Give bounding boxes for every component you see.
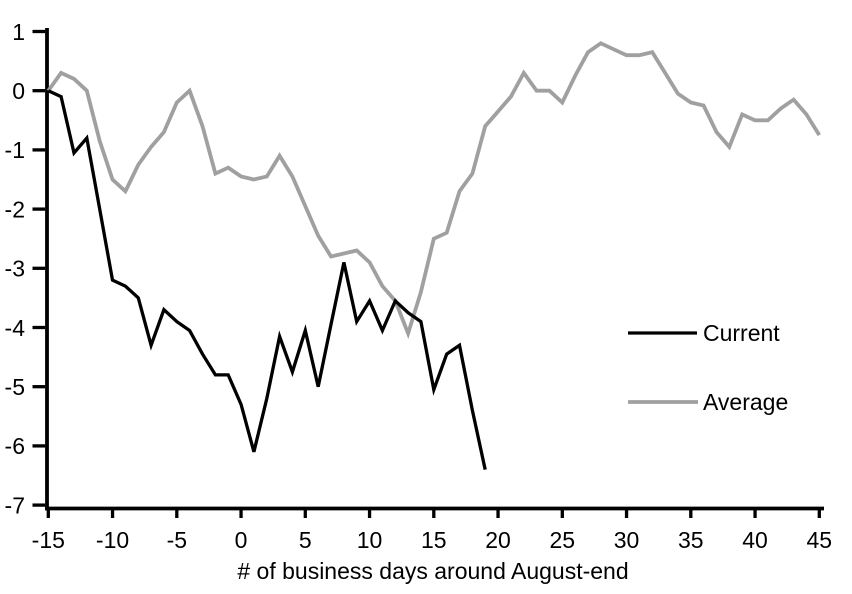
- current-line: [47, 89, 487, 470]
- y-tick-label: -4: [5, 315, 26, 341]
- x-tick-label: 5: [299, 527, 312, 553]
- y-tick-label: -7: [5, 492, 25, 518]
- legend: Current Average: [628, 320, 788, 415]
- x-tick-label: 20: [485, 527, 511, 553]
- x-axis-title: # of business days around August-end: [237, 558, 628, 584]
- y-tick-label: -1: [5, 137, 25, 163]
- x-tick-label: 45: [807, 527, 833, 553]
- series-lines: [46, 41, 821, 470]
- legend-label-current: Current: [703, 320, 780, 346]
- x-tick-label: 30: [614, 527, 640, 553]
- x-tick-label: -10: [96, 527, 129, 553]
- x-tick-label: -5: [167, 527, 187, 553]
- x-tick-label: -15: [32, 527, 65, 553]
- x-tick-label: 0: [235, 527, 248, 553]
- x-tick-label: 35: [678, 527, 704, 553]
- y-tick-label: 0: [12, 78, 25, 104]
- y-tick-label: -5: [5, 374, 25, 400]
- legend-label-average: Average: [703, 389, 788, 415]
- x-tick-label: 40: [742, 527, 768, 553]
- y-tick-label: -6: [5, 433, 25, 459]
- x-tick-label: 15: [421, 527, 447, 553]
- y-ticks: [32, 29, 46, 507]
- average-line: [46, 41, 821, 340]
- y-tick-label: -3: [5, 256, 25, 282]
- y-tick-label: -2: [5, 196, 25, 222]
- x-tick-label: 10: [357, 527, 383, 553]
- x-ticks: [46, 508, 821, 518]
- y-tick-label: 1: [12, 19, 25, 45]
- x-tick-labels: -15 -10 -5 0 5 10 15 20 25 30 35 40 45: [32, 527, 832, 553]
- x-tick-label: 25: [550, 527, 576, 553]
- y-tick-labels: 1 0 -1 -2 -3 -4 -5 -6 -7: [5, 19, 26, 519]
